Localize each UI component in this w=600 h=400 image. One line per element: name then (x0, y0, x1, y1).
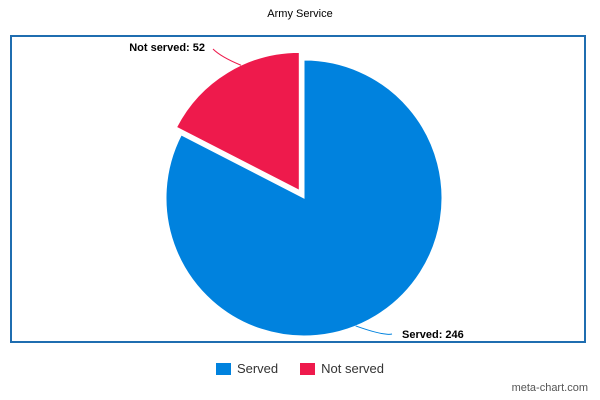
legend: Served Not served (0, 361, 600, 376)
data-label-connector-not-served (212, 48, 242, 66)
legend-item-served[interactable]: Served (215, 361, 279, 376)
legend-label-served: Served (236, 361, 279, 376)
legend-swatch-served (215, 362, 231, 375)
legend-label-not-served: Not served (321, 361, 385, 376)
legend-item-not-served[interactable]: Not served (300, 361, 384, 376)
credit-text[interactable]: meta-chart.com (511, 382, 588, 394)
pie-slice-not-served[interactable] (175, 51, 300, 192)
data-label-connector-served (355, 325, 393, 335)
plot-frame (10, 35, 586, 343)
data-label-served: Served: 246 (402, 329, 464, 341)
chart-title: Army Service (267, 8, 333, 20)
legend-swatch-not-served (300, 362, 316, 375)
pie-slice-served[interactable] (165, 59, 443, 337)
data-label-not-served: Not served: 52 (129, 42, 205, 54)
